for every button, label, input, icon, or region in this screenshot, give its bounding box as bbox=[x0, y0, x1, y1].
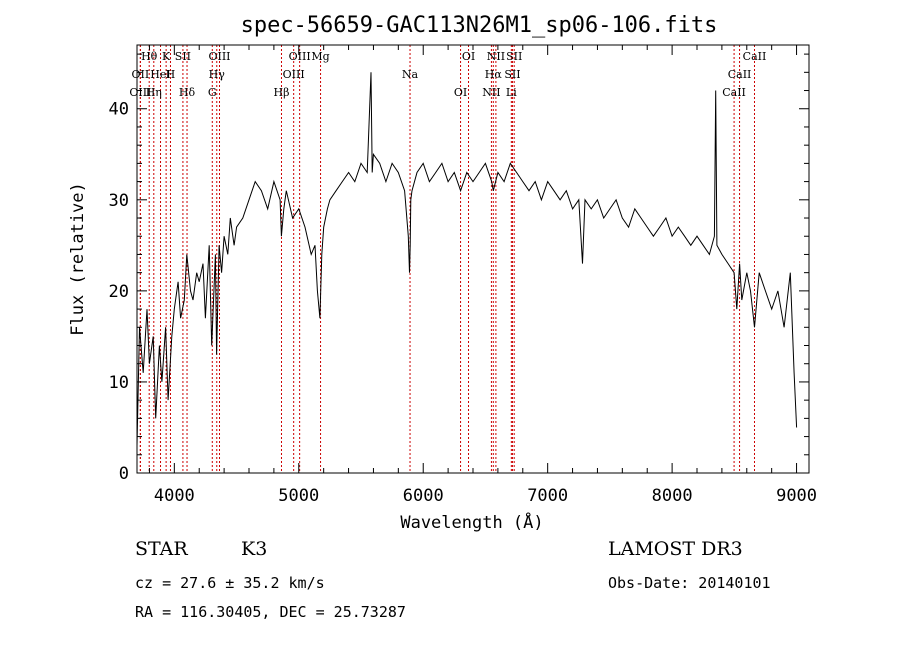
emission-line-label: OIII bbox=[283, 68, 305, 81]
emission-line-label: CaII bbox=[722, 86, 746, 99]
emission-line-label: HeI bbox=[150, 68, 170, 81]
x-tick-label: 9000 bbox=[776, 486, 817, 506]
emission-line-label: CaII bbox=[728, 68, 752, 81]
x-tick-label: 6000 bbox=[403, 486, 444, 506]
emission-line-label: H bbox=[166, 68, 176, 81]
emission-line-label: SII bbox=[506, 50, 522, 63]
redshift-velocity: cz = 27.6 ± 35.2 km/s bbox=[135, 574, 325, 592]
x-tick-label: 4000 bbox=[154, 486, 195, 506]
emission-line-label: OI bbox=[454, 86, 467, 99]
chart-title: spec-56659-GAC113N26M1_sp06-106.fits bbox=[241, 13, 718, 38]
plot-frame bbox=[136, 44, 810, 474]
spectrum-series-line bbox=[136, 72, 798, 446]
emission-line-label: SII bbox=[175, 50, 191, 63]
emission-line-label: G bbox=[208, 86, 217, 99]
emission-line-label: Mg bbox=[311, 50, 329, 63]
emission-line-label: SII bbox=[504, 68, 520, 81]
emission-line-label: CaII bbox=[743, 50, 767, 63]
emission-line-label: Hθ bbox=[141, 50, 158, 63]
y-tick-label: 0 bbox=[119, 464, 129, 484]
y-axis-label: Flux (relative) bbox=[68, 182, 88, 336]
emission-line-label: Hγ bbox=[209, 68, 226, 81]
emission-line-label: OIII bbox=[289, 50, 311, 63]
x-tick-label: 8000 bbox=[652, 486, 693, 506]
emission-line-label: Hδ bbox=[179, 86, 196, 99]
object-class: STAR bbox=[135, 538, 188, 560]
coordinates: RA = 116.30405, DEC = 25.73287 bbox=[135, 603, 406, 621]
y-tick-label: 20 bbox=[109, 282, 129, 302]
emission-line-label: OIII bbox=[208, 50, 230, 63]
x-tick-label: 5000 bbox=[278, 486, 319, 506]
survey-name: LAMOST DR3 bbox=[608, 538, 743, 560]
y-tick-label: 40 bbox=[109, 100, 129, 120]
emission-line-label: Hβ bbox=[274, 86, 290, 99]
emission-line-label: Li bbox=[506, 86, 517, 99]
emission-line-label: K bbox=[162, 50, 171, 63]
emission-line-label: Hα bbox=[485, 68, 503, 81]
emission-line-label: Hη bbox=[146, 86, 162, 99]
emission-line-markers bbox=[139, 45, 755, 473]
y-tick-label: 30 bbox=[109, 191, 129, 211]
emission-line-label: OI bbox=[462, 50, 475, 63]
axis-ticks: 4000 5000 6000 7000 8000 9000 0 10 20 30 40 bbox=[109, 45, 817, 506]
emission-line-label: OII bbox=[132, 68, 150, 81]
observation-date: Obs-Date: 20140101 bbox=[608, 574, 771, 592]
x-axis-label: Wavelength (Å) bbox=[400, 511, 543, 533]
y-tick-label: 10 bbox=[109, 373, 129, 393]
emission-line-label: NII bbox=[482, 86, 500, 99]
emission-line-label: OIII bbox=[129, 86, 151, 99]
emission-line-label: NII bbox=[487, 50, 505, 63]
emission-line-labels: Hθ OII OIII K HeI Hη SII HHδ OIII Hγ G OIII OIII Hβ Mg… bbox=[129, 50, 766, 99]
x-tick-label: 7000 bbox=[527, 486, 568, 506]
object-subclass: K3 bbox=[241, 538, 268, 560]
emission-line-label: Na bbox=[402, 68, 419, 81]
